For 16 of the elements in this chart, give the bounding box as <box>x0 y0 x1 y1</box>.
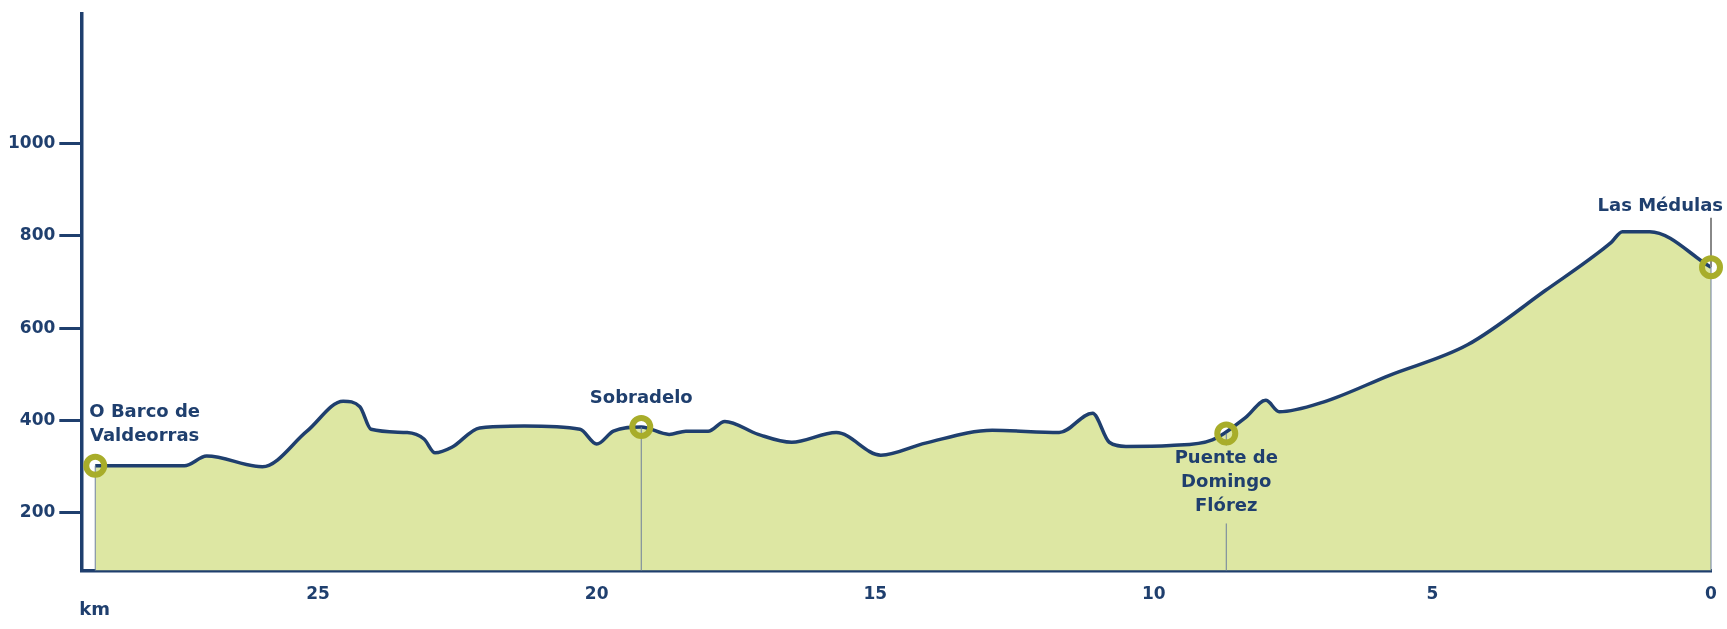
annotation: Sobradelo <box>589 385 693 407</box>
x-tick-label: 5 <box>1426 583 1439 604</box>
annotation: Puente de Domingo Flórez <box>1174 446 1278 516</box>
x-tick-label: 10 <box>1142 583 1166 604</box>
y-tick-label: 800 <box>19 224 56 245</box>
y-tick-label: 600 <box>19 316 56 337</box>
x-axis-title: km <box>79 598 111 620</box>
x-tick-label: 25 <box>306 583 330 604</box>
x-tick-label: 0 <box>1705 583 1718 604</box>
y-tick-label: 1000 <box>7 131 56 152</box>
annotation: Las Médulas <box>1597 194 1724 216</box>
y-tick-label: 200 <box>19 501 56 522</box>
x-tick-label: 20 <box>584 583 609 604</box>
annotation: O Barco de Valdeorras <box>89 400 201 446</box>
y-tick-label: 400 <box>19 408 56 429</box>
x-tick-label: 15 <box>863 583 888 604</box>
